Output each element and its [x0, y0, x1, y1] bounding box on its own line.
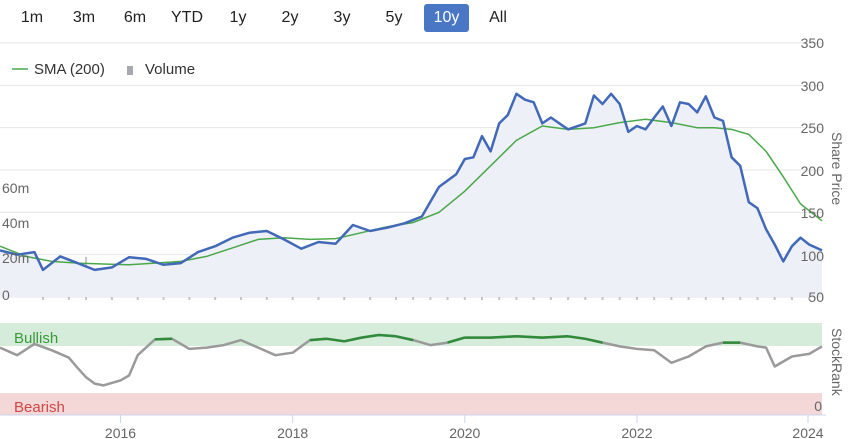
range-button-5y[interactable]: 5y	[385, 9, 403, 26]
range-button-3y[interactable]: 3y	[333, 9, 351, 26]
price-tick: 150	[801, 205, 825, 221]
range-button-10y[interactable]: 10y	[424, 4, 469, 32]
range-button-all[interactable]: All	[489, 9, 507, 26]
volume-tick: 60m	[2, 180, 29, 196]
price-tick: 350	[801, 35, 825, 51]
range-button-1m[interactable]: 1m	[20, 9, 44, 26]
price-area	[0, 93, 822, 297]
range-button-6m[interactable]: 6m	[123, 9, 147, 26]
volume-tick: 20m	[2, 250, 29, 266]
sma-line	[0, 118, 823, 266]
price-tick: 200	[801, 163, 825, 179]
legend: SMA (200) Volume	[12, 61, 195, 78]
x-tick-label: 2024	[792, 425, 823, 439]
stockrank-axis-label: StockRank	[829, 328, 845, 397]
volume-tick: 0	[2, 287, 10, 303]
legend-volume-label[interactable]: Volume	[145, 61, 195, 78]
price-tick: 300	[801, 78, 825, 94]
x-tick-label: 2018	[277, 425, 308, 439]
volume-tick: 40m	[2, 215, 29, 231]
stockrank-line-bullish	[154, 333, 741, 344]
bearish-band	[0, 393, 822, 415]
price-tick: 250	[801, 120, 825, 136]
price-line[interactable]	[0, 92, 823, 272]
bullish-label: Bullish	[14, 330, 58, 347]
volume-axis: 60m 40m 20m 0	[2, 180, 29, 303]
x-tick-label: 2022	[621, 425, 652, 439]
x-tick-label: 2016	[105, 425, 136, 439]
x-tick-label: 2020	[449, 425, 480, 439]
legend-sma-label[interactable]: SMA (200)	[34, 61, 105, 78]
legend-volume-swatch	[127, 66, 133, 75]
range-button-ytd[interactable]: YTD	[171, 9, 203, 26]
bullish-band	[0, 323, 822, 346]
range-button-2y[interactable]: 2y	[281, 9, 299, 26]
stockrank-panel: Bullish Bearish 0 StockRank	[0, 323, 845, 416]
bearish-label: Bearish	[14, 399, 65, 416]
stockrank-tick: 0	[814, 398, 822, 414]
x-axis: 2016 2018 2020 2022 2024	[0, 414, 826, 439]
price-axis-label: Share Price	[829, 132, 845, 205]
price-tick: 100	[801, 248, 825, 264]
price-tick: 50	[808, 289, 824, 305]
range-selector: 1m 3m 6m YTD 1y 2y 3y 5y 10y All	[0, 0, 858, 40]
range-button-1y[interactable]: 1y	[229, 9, 247, 26]
range-button-3m[interactable]: 3m	[72, 9, 96, 26]
price-axis: 350 300 250 200 150 100 50 Share Price	[801, 35, 845, 305]
